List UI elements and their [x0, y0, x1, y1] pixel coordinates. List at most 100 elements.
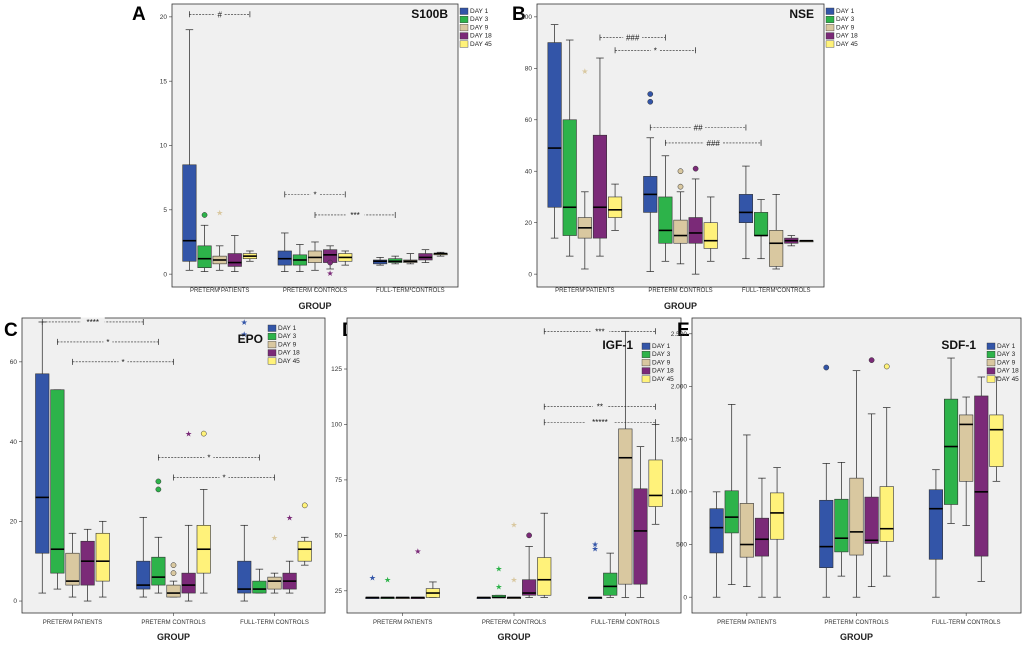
y-tick-label: 0: [528, 271, 532, 278]
legend-swatch: [825, 16, 835, 23]
box-day-3: [388, 255, 403, 265]
y-tick-label: 125: [331, 366, 342, 373]
box-day-45: [242, 250, 257, 262]
box-day-9: [65, 532, 80, 598]
extreme-point: ★: [592, 540, 599, 549]
legend-label: DAY 3: [836, 16, 855, 23]
legend-swatch: [986, 359, 996, 367]
significance-label: #: [217, 10, 222, 19]
y-tick-label: 0: [163, 271, 167, 278]
legend-swatch: [986, 351, 996, 358]
box-day-45: [425, 581, 440, 598]
y-tick-label: 60: [10, 359, 18, 366]
outlier-point: [692, 165, 699, 172]
legend-swatch: [641, 342, 651, 350]
extreme-point: ★: [414, 547, 421, 556]
box-day-9: [849, 370, 864, 598]
extreme-point: ★: [327, 269, 334, 278]
box-day-1: [136, 516, 151, 598]
legend-label: DAY 18: [836, 33, 858, 40]
legend-swatch: [641, 367, 651, 375]
panel-label: A: [132, 4, 146, 25]
chart-title: EPO: [238, 332, 263, 346]
legend-label: DAY 18: [470, 33, 492, 40]
box-day-3: [943, 357, 959, 524]
box-day-9: [166, 580, 181, 598]
outlier-point: [170, 570, 177, 576]
box-day-45: [989, 376, 1004, 482]
chart-title: IGF-1: [602, 338, 633, 352]
box-day-45: [770, 467, 785, 598]
box-day-18: [80, 528, 95, 602]
significance-label: *: [207, 454, 210, 463]
y-tick-label: 1.000: [671, 489, 688, 496]
legend-swatch: [825, 24, 835, 32]
extreme-point: ★: [241, 318, 248, 327]
box-day-1: [35, 321, 50, 594]
plot-area: [171, 3, 459, 288]
legend-swatch: [267, 341, 277, 349]
box-day-45: [433, 251, 448, 257]
y-tick-label: 40: [525, 168, 533, 175]
box-day-18: [282, 560, 297, 594]
significance-label: ###: [626, 33, 640, 42]
significance-bracket: ###: [665, 138, 762, 148]
x-tick-label: PRETERM PATIENTS: [717, 620, 776, 626]
x-axis-label: GROUP: [497, 632, 530, 642]
y-tick-label: 40: [10, 439, 18, 446]
box-day-18: [784, 235, 799, 247]
significance-bracket: **: [543, 402, 656, 412]
legend-swatch: [459, 32, 469, 40]
legend-swatch: [459, 40, 469, 48]
legend-swatch: [459, 24, 469, 32]
panel-label: E: [677, 320, 690, 341]
x-tick-label: PRETERM PATIENTS: [43, 620, 102, 626]
panel-label: C: [4, 320, 18, 341]
box-day-45: [703, 196, 718, 262]
significance-label: ***: [595, 327, 604, 336]
box-day-1: [588, 596, 603, 599]
outlier-point: [868, 357, 875, 363]
legend-label: DAY 9: [652, 359, 671, 366]
box-day-18: [864, 413, 879, 588]
box-day-18: [592, 57, 608, 257]
box-day-1: [738, 165, 753, 260]
legend-swatch: [825, 40, 835, 48]
legend-swatch: [459, 16, 469, 23]
x-tick-label: FULL-TERM CONTROLS: [240, 620, 309, 626]
significance-bracket: ****: [41, 317, 144, 327]
box-day-1: [709, 491, 724, 598]
y-tick-label: 100: [331, 422, 342, 429]
extreme-point: ★: [592, 545, 599, 554]
legend-label: DAY 1: [652, 343, 671, 350]
significance-bracket: *: [173, 472, 275, 482]
y-tick-label: 0: [13, 598, 17, 605]
box-day-1: [237, 524, 252, 602]
legend-swatch: [267, 357, 277, 365]
y-tick-label: 20: [160, 14, 168, 21]
box-day-18: [633, 446, 648, 598]
legend-label: DAY 45: [652, 376, 674, 383]
chart-title: NSE: [789, 7, 814, 21]
x-tick-label: PRETERM CONTROLS: [482, 620, 546, 626]
legend-label: DAY 18: [278, 350, 300, 357]
x-tick-label: PRETERM CONTROLS: [283, 288, 347, 294]
outlier-point: [677, 183, 684, 190]
significance-label: *: [121, 358, 124, 367]
box-day-18: [688, 178, 703, 275]
y-tick-label: 25: [335, 588, 343, 595]
extreme-point: ★: [286, 513, 293, 522]
legend-label: DAY 1: [836, 8, 855, 15]
y-tick-label: 75: [335, 477, 343, 484]
box-day-1: [928, 469, 943, 598]
panel-label: B: [512, 4, 526, 25]
significance-label: ****: [87, 318, 99, 327]
box-day-9: [267, 572, 282, 594]
extreme-point: ★: [384, 576, 391, 585]
y-tick-label: 15: [160, 78, 168, 85]
